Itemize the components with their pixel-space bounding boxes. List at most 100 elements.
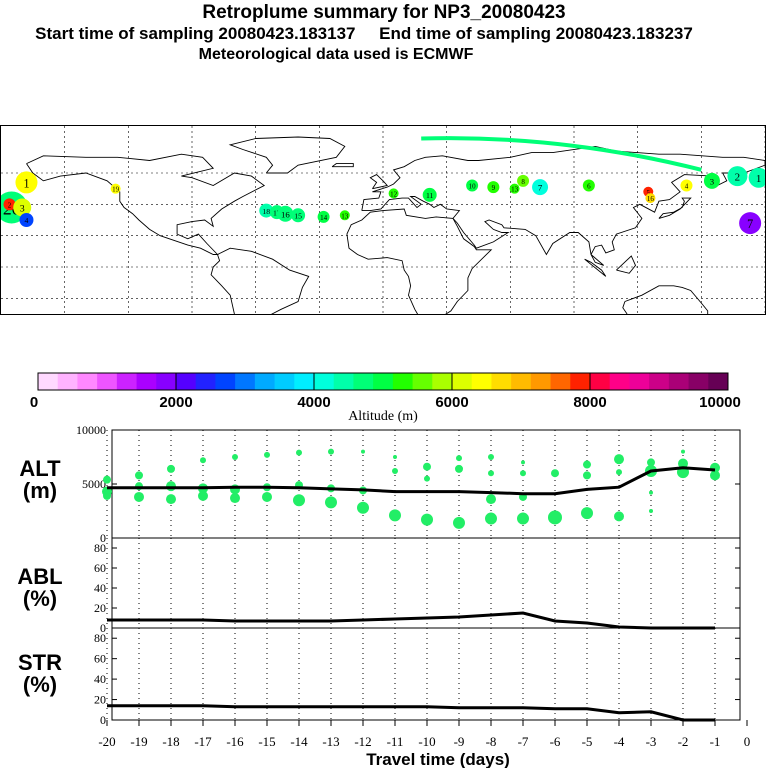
x-tick-label: -15: [258, 734, 275, 749]
alt-point: [392, 468, 398, 475]
colorbar-swatch: [471, 373, 492, 390]
str-ytick-label: 60: [94, 652, 106, 666]
plume-day-label: 16: [281, 209, 290, 219]
plume-day-label: 14: [320, 214, 328, 222]
x-tick-label: -8: [486, 734, 497, 749]
alt-point: [581, 507, 593, 520]
coastline: [584, 258, 607, 277]
alt-ytick-label: 0: [100, 531, 106, 545]
colorbar-swatch: [530, 373, 552, 390]
alt-panel-frame: [111, 429, 741, 539]
alt-point: [393, 455, 397, 459]
colorbar-swatch: [452, 373, 473, 390]
alt-point: [710, 470, 720, 481]
plume-day-marker: [388, 188, 399, 199]
plume-day-label: 3: [710, 176, 715, 186]
alt-point: [200, 457, 206, 464]
alt-point: [649, 509, 653, 513]
colorbar-swatch: [294, 373, 315, 390]
str-unit-label: (%): [23, 672, 57, 697]
str-ytick-label: 40: [94, 672, 106, 686]
colorbar-swatch: [668, 373, 690, 390]
x-tick-label: -14: [290, 734, 308, 749]
plume-day-label: 18: [262, 207, 270, 216]
alt-point: [424, 475, 430, 482]
x-tick-label: -20: [98, 734, 115, 749]
alt-mean-line: [107, 466, 716, 496]
plume-day-marker: [291, 208, 306, 223]
colorbar-swatch: [353, 373, 374, 390]
alt-point: [519, 492, 527, 501]
alt-label: ALT: [19, 456, 61, 481]
colorbar-swatch: [77, 373, 98, 390]
colorbar-swatch: [215, 373, 236, 390]
alt-point: [263, 483, 271, 492]
alt-point: [327, 484, 335, 493]
plume-extra-label: 13: [511, 186, 519, 194]
x-tick-label: -19: [130, 734, 147, 749]
str-line: [107, 704, 715, 722]
colorbar-frame: [37, 372, 729, 391]
alt-point: [295, 481, 303, 490]
x-tick-label: -6: [550, 734, 561, 749]
plume-day-label: 5: [647, 189, 651, 197]
alt-point: [649, 490, 653, 495]
alt-point: [548, 510, 562, 525]
colorbar-swatch: [392, 373, 414, 390]
plume-day-marker: [487, 181, 500, 194]
x-tick-label: -2: [678, 734, 689, 749]
alt-point: [134, 491, 144, 502]
plume-day-label: 12: [390, 190, 398, 198]
alt-point: [103, 491, 111, 500]
alt-point: [359, 486, 367, 495]
plume-day-marker: [110, 183, 121, 194]
abl-line: [107, 611, 715, 630]
abl-ytick-label: 20: [94, 601, 106, 615]
alt-point: [678, 458, 688, 469]
alt-point: [710, 462, 720, 473]
plume-day-label: 2: [735, 172, 741, 184]
plume-extra-marker: [645, 193, 656, 204]
colorbar-swatch: [97, 373, 118, 390]
alt-point: [645, 465, 657, 478]
alt-ytick-label: 5000: [82, 477, 106, 491]
abl-panel-frame: [111, 537, 741, 629]
x-tick-label: -17: [194, 734, 212, 749]
plume-arc: [421, 136, 702, 172]
plume-day-label: 11: [426, 191, 434, 200]
colorbar-tick-label: 4000: [297, 394, 330, 411]
x-tick-label: -1: [710, 734, 721, 749]
str-ytick-label: 0: [100, 713, 106, 727]
coastline: [210, 247, 310, 314]
alt-unit-label: (m): [23, 478, 57, 503]
plume-day-marker: [317, 210, 330, 223]
plume-day-marker: [466, 179, 479, 192]
abl-label: ABL: [17, 564, 62, 589]
alt-point: [614, 454, 624, 465]
colorbar-swatch: [136, 373, 157, 390]
coastline: [616, 255, 637, 274]
alt-point: [135, 471, 143, 480]
plume-extra-label: 3: [20, 204, 25, 215]
colorbar-tick-label: 2000: [159, 394, 192, 411]
plume-day-marker: [680, 179, 693, 192]
coastline: [369, 174, 389, 190]
alt-point: [325, 496, 337, 509]
colorbar-swatch: [412, 373, 433, 390]
str-ytick-label: 20: [94, 693, 106, 707]
x-tick-label: -7: [518, 734, 529, 749]
colorbar-swatch: [649, 373, 670, 390]
plume-extra-marker: [739, 212, 762, 235]
alt-point: [616, 469, 622, 476]
colorbar-swatch: [195, 373, 216, 390]
alt-point: [488, 454, 494, 460]
colorbar-swatch: [688, 373, 709, 390]
plume-day-marker: [517, 174, 530, 187]
x-tick-label: -3: [646, 734, 657, 749]
colorbar-swatch: [274, 373, 295, 390]
abl-unit-label: (%): [23, 586, 57, 611]
alt-point: [230, 493, 240, 504]
plume-day-label: 1: [756, 173, 762, 185]
alt-point: [614, 511, 624, 522]
